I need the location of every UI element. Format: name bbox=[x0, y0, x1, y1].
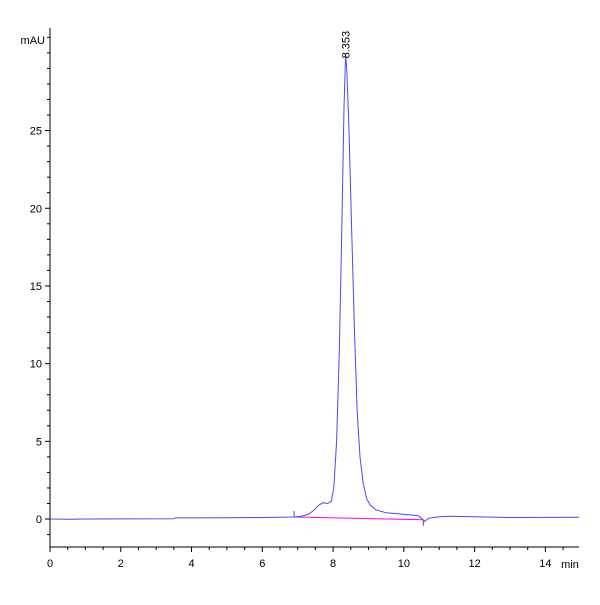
y-tick-label: 25 bbox=[30, 126, 42, 138]
plot-area: 8.353 bbox=[49, 31, 580, 526]
y-tick-label: 20 bbox=[30, 203, 42, 215]
y-tick-label: 5 bbox=[36, 436, 42, 448]
y-axis-label: mAU bbox=[21, 35, 46, 47]
peak-label: 8.353 bbox=[341, 31, 353, 59]
x-tick-label: 8 bbox=[330, 558, 336, 570]
x-tick-label: 0 bbox=[47, 558, 53, 570]
x-tick-label: 14 bbox=[539, 558, 551, 570]
y-tick-label: 15 bbox=[30, 281, 42, 293]
integration-baseline bbox=[294, 516, 424, 521]
x-axis-label: min bbox=[561, 559, 579, 571]
x-tick-label: 10 bbox=[398, 558, 410, 570]
y-tick-label: 10 bbox=[30, 359, 42, 371]
chromatogram-trace bbox=[49, 54, 580, 523]
x-tick-label: 6 bbox=[259, 558, 265, 570]
x-tick-label: 12 bbox=[468, 558, 480, 570]
y-tick-label: 0 bbox=[36, 514, 42, 526]
x-tick-label: 2 bbox=[118, 558, 124, 570]
x-tick-label: 4 bbox=[188, 558, 194, 570]
axes: 0 2 4 6 8 10 12 14 0 5 10 15 20 25 bbox=[30, 28, 579, 570]
